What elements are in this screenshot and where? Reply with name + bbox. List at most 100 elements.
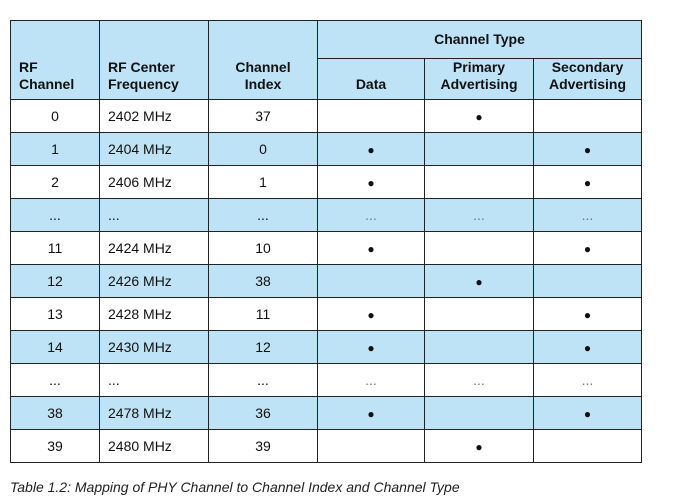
table-cell: 38 (208, 264, 318, 298)
cell-text: 14 (47, 339, 63, 355)
table-cell: ● (533, 330, 642, 364)
table-cell: 1 (10, 132, 100, 166)
cell-text: 2402 MHz (108, 108, 172, 124)
table-cell: ● (533, 165, 642, 199)
table-cell: 39 (10, 429, 100, 463)
table-cell (424, 231, 534, 265)
cell-text: ... (473, 372, 485, 388)
table-row: 39 2480 MHz 39 ● (10, 429, 642, 463)
group-header: Channel Type (317, 20, 642, 59)
table-row: 38 2478 MHz 36 ● ● (10, 396, 642, 430)
table-cell: ● (533, 231, 642, 265)
cell-text: 39 (47, 438, 63, 454)
table-cell: 2428 MHz (99, 297, 209, 331)
cell-text: ● (475, 110, 483, 124)
cell-text: ● (583, 176, 592, 190)
table-cell: 12 (208, 330, 318, 364)
cell-text: 2 (51, 174, 59, 190)
table-cell (533, 429, 642, 463)
table-cell (424, 132, 534, 166)
table-cell: 2424 MHz (99, 231, 209, 265)
cell-text: ... (108, 207, 120, 223)
cell-text: ● (583, 242, 592, 256)
table-cell: 10 (208, 231, 318, 265)
cell-text: ... (365, 207, 377, 223)
cell-text: ... (49, 372, 61, 388)
table-cell: 2480 MHz (99, 429, 209, 463)
header-cell: RF Center Frequency (99, 20, 209, 100)
table-cell: 11 (10, 231, 100, 265)
table-cell: ● (533, 297, 642, 331)
cell-text: ● (367, 341, 375, 355)
cell-text: 39 (255, 438, 271, 454)
table-cell: ... (317, 363, 425, 397)
table-cell (424, 330, 534, 364)
cell-text: ... (108, 372, 120, 388)
table-cell: ● (424, 264, 534, 298)
cell-text: ... (581, 372, 594, 388)
cell-text: ● (367, 242, 375, 256)
table-cell: ● (317, 132, 425, 166)
table-cell (424, 297, 534, 331)
cell-text: 2430 MHz (108, 339, 172, 355)
table-cell: ... (424, 363, 534, 397)
table-cell: ● (317, 231, 425, 265)
table-cell: 1 (208, 165, 318, 199)
cell-text: ● (583, 341, 592, 355)
channel-table: RF Channel RF Center Frequency Channel I… (10, 20, 642, 463)
table-cell: 11 (208, 297, 318, 331)
cell-text: 1 (51, 141, 59, 157)
cell-text: ● (475, 440, 483, 454)
table-cell: 2402 MHz (99, 99, 209, 133)
table-row: 0 2402 MHz 37 ● (10, 99, 642, 133)
header-cell: Primary Advertising (424, 58, 534, 100)
table-cell: 2 (10, 165, 100, 199)
cell-text: ... (473, 207, 485, 223)
table-cell: ... (10, 198, 100, 232)
table-row: 12 2426 MHz 38 ● (10, 264, 642, 298)
table-row: 2 2406 MHz 1 ● ● (10, 165, 642, 199)
header-cell: RF Channel (10, 20, 100, 100)
table-cell: ... (208, 363, 318, 397)
table-cell: ... (208, 198, 318, 232)
cell-text: 2428 MHz (108, 306, 172, 322)
table-row: .................. (10, 198, 642, 232)
table-cell: ● (424, 99, 534, 133)
table-cell: 39 (208, 429, 318, 463)
table-row: .................. (10, 363, 642, 397)
table-cell (317, 264, 425, 298)
cell-text: 38 (255, 273, 271, 289)
cell-text: ... (581, 207, 594, 223)
table-cell: ... (99, 198, 209, 232)
table-cell: 2430 MHz (99, 330, 209, 364)
cell-text: ● (583, 308, 592, 322)
cell-text: 2404 MHz (108, 141, 172, 157)
table-cell: ... (533, 198, 642, 232)
cell-text: ... (49, 207, 61, 223)
table-cell: ... (424, 198, 534, 232)
table-cell (424, 396, 534, 430)
cell-text: ● (583, 143, 592, 157)
table-cell (317, 99, 425, 133)
table-cell (424, 165, 534, 199)
table-cell: 2426 MHz (99, 264, 209, 298)
table-cell: 0 (208, 132, 318, 166)
table-cell: ● (533, 396, 642, 430)
table-cell: 37 (208, 99, 318, 133)
table-cell: ... (99, 363, 209, 397)
cell-text: 12 (255, 339, 271, 355)
table-cell: 12 (10, 264, 100, 298)
table-cell: ● (317, 396, 425, 430)
cell-text: ● (367, 308, 375, 322)
cell-text: ● (475, 275, 483, 289)
cell-text: ● (367, 176, 375, 190)
cell-text: 36 (255, 405, 271, 421)
table-cell: ... (317, 198, 425, 232)
cell-text: ... (257, 372, 269, 388)
cell-text: 13 (47, 306, 63, 322)
cell-text: ● (367, 143, 375, 157)
header-cell: Data (317, 58, 425, 100)
table-cell: ● (317, 165, 425, 199)
table-cell: ● (424, 429, 534, 463)
table-cell: 14 (10, 330, 100, 364)
